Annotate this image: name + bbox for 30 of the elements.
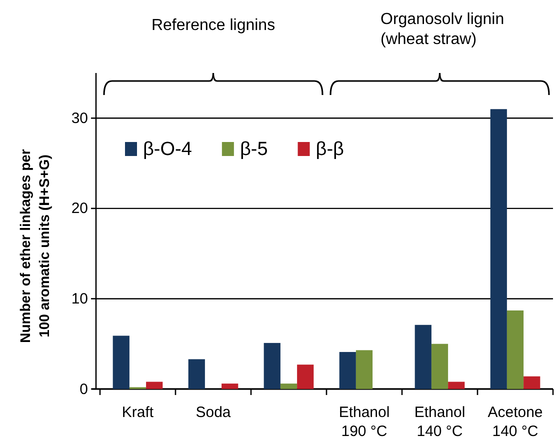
bar (490, 109, 507, 389)
text: Reference lignins (151, 17, 276, 34)
x-tick-label: Kraft (122, 404, 154, 421)
y-axis-title: Number of ether linkages per 100 aromatic units (H+S+G) (17, 148, 52, 343)
bar (264, 342, 280, 389)
bar (297, 364, 314, 389)
y-tick-label: 10 (71, 290, 88, 308)
bar (339, 352, 356, 389)
y-tick-label: 0 (80, 380, 88, 398)
bar (188, 359, 205, 389)
x-tick-label: Ethanol 190 °C (338, 404, 390, 440)
y-tick-label: 20 (71, 200, 88, 218)
bar (222, 384, 238, 389)
bar (112, 336, 130, 389)
x-tick-label: Acetone 140 °C (488, 404, 543, 440)
bar (146, 382, 163, 389)
bar (524, 376, 540, 389)
y-tick-label: 30 (71, 110, 88, 127)
bar (506, 310, 524, 389)
bar (414, 324, 432, 389)
bar (356, 350, 373, 389)
bar (448, 382, 465, 389)
bar (431, 344, 448, 389)
x-tick-label: Soda (196, 404, 232, 421)
legend-label: β-O-4 (143, 139, 192, 160)
x-tick-label: Ethanol 140 °C (414, 404, 466, 440)
legend-label: β-β (316, 139, 344, 160)
bar (280, 384, 298, 389)
text: Organosolv lignin (wheat straw) (380, 11, 504, 48)
legend-label: β-5 (240, 139, 268, 160)
